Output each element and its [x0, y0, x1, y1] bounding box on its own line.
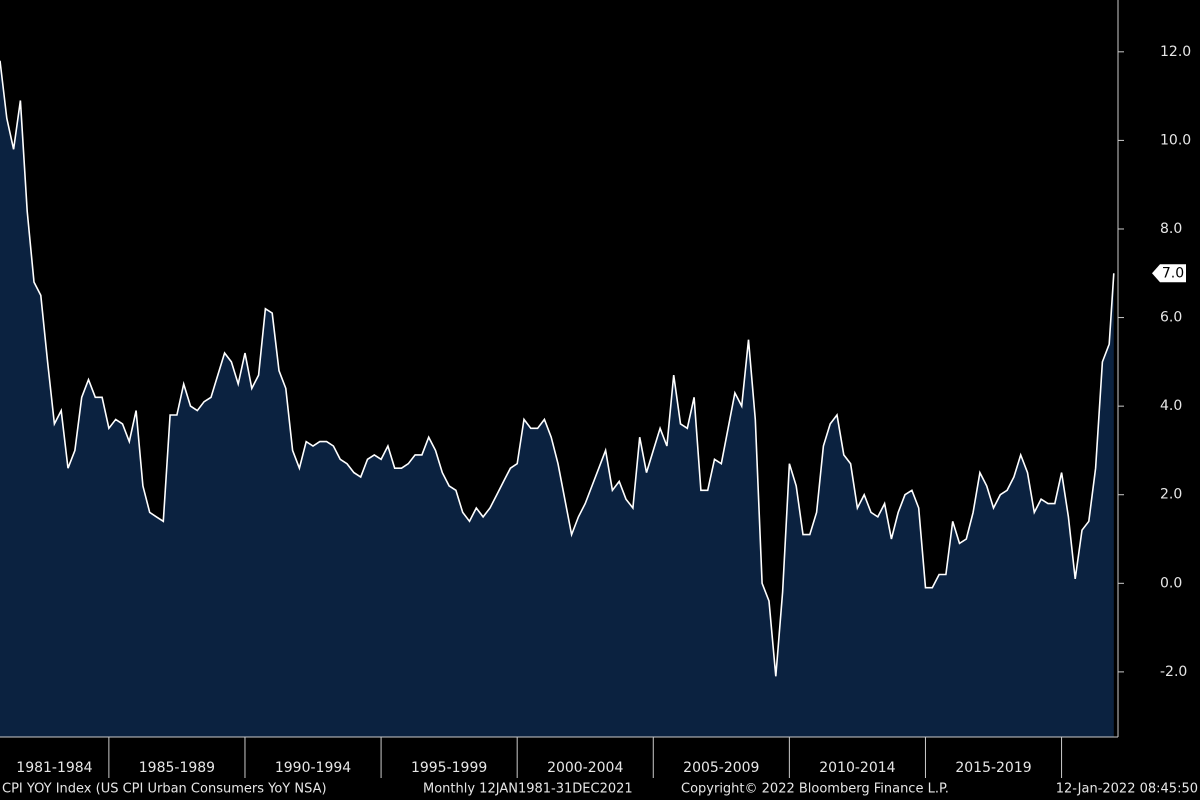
x-period-label: 1981-1984: [16, 760, 92, 776]
x-period-label: 2015-2019: [955, 760, 1031, 776]
footer-text: CPI YOY Index (US CPI Urban Consumers Yo…: [2, 782, 327, 797]
y-tick-label: 8.0: [1160, 221, 1182, 237]
y-tick-label: 2.0: [1160, 487, 1182, 503]
y-tick-label: 4.0: [1160, 398, 1182, 414]
y-tick-label: 0.0: [1160, 575, 1182, 591]
plot-area: [0, 60, 1115, 737]
x-period-label: 2010-2014: [819, 760, 895, 776]
footer-text: Monthly 12JAN1981-31DEC2021: [423, 782, 633, 797]
x-period-label: 2000-2004: [547, 760, 623, 776]
y-tick-label: 6.0: [1160, 310, 1182, 326]
y-tick-label: 12.0: [1160, 44, 1191, 60]
line: [0, 60, 1115, 677]
area: [0, 60, 1114, 737]
x-period-label: 2005-2009: [683, 760, 759, 776]
footer-text: 12-Jan-2022 08:45:50: [1056, 782, 1198, 797]
current-value-label: 7.0: [1162, 265, 1184, 281]
x-period-label: 1995-1999: [411, 760, 487, 776]
footer-text: Copyright© 2022 Bloomberg Finance L.P.: [681, 782, 949, 797]
x-period-label: 1990-1994: [275, 760, 351, 776]
x-period-label: 1985-1989: [139, 760, 215, 776]
y-tick-label: -2.0: [1160, 664, 1187, 680]
current-value-marker: [1152, 264, 1186, 283]
y-tick-label: 10.0: [1160, 132, 1191, 148]
